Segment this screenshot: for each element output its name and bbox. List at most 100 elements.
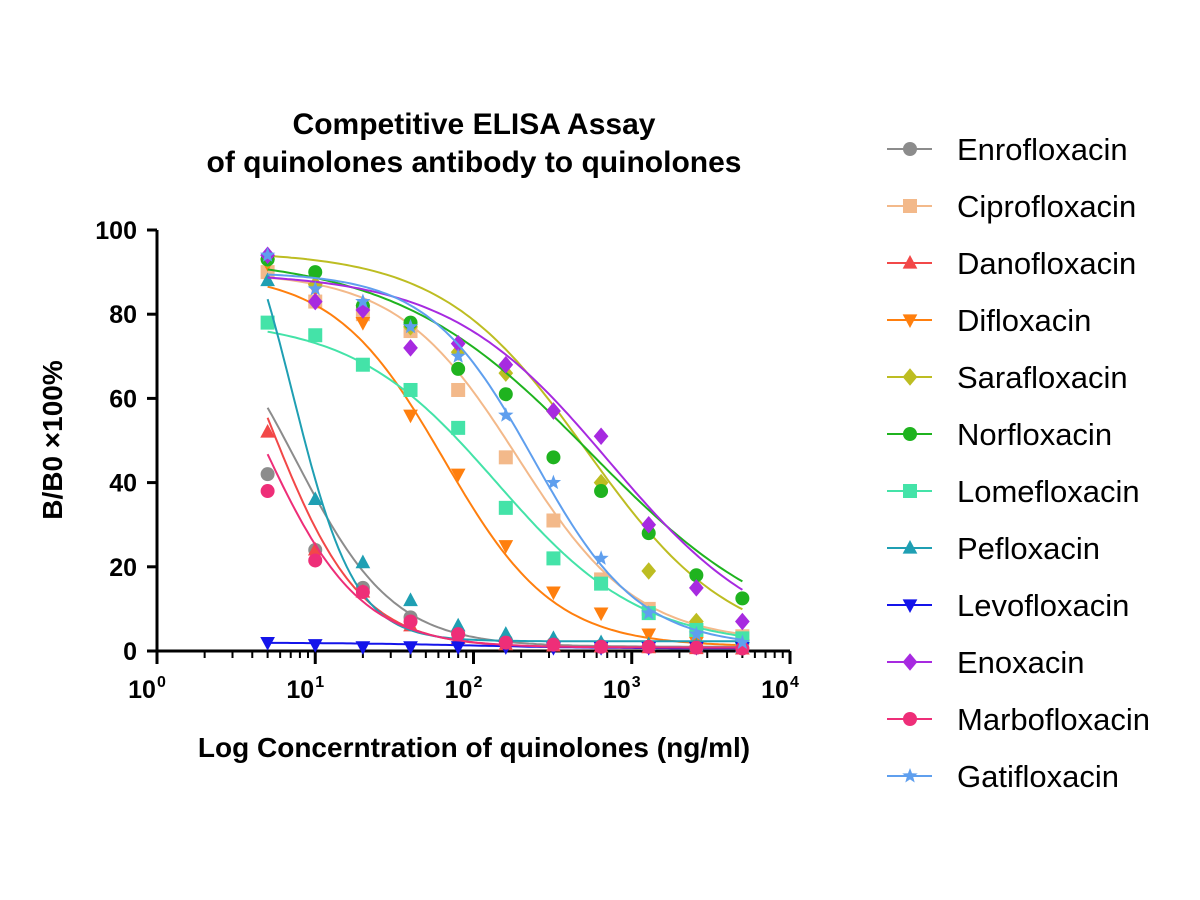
y-tick-label: 0 (123, 638, 137, 666)
legend-item-danofloxacin: Danofloxacin (887, 246, 1136, 281)
legend-item-sarafloxacin: Sarafloxacin (887, 360, 1128, 395)
legend-label-enrofloxacin: Enrofloxacin (957, 132, 1128, 167)
data-point-difloxacin (450, 468, 466, 483)
data-point-difloxacin (498, 540, 514, 554)
data-point-enoxacin (593, 427, 609, 446)
x-tick-label: 104 (761, 674, 799, 704)
data-point-pefloxacin (498, 626, 514, 640)
data-point-gatifloxacin (641, 605, 657, 620)
data-point-pefloxacin (307, 491, 323, 506)
legend-marker-enoxacin (902, 653, 918, 671)
y-tick-label: 80 (109, 301, 137, 329)
data-point-levofloxacin (403, 641, 418, 655)
series-lomefloxacin (260, 315, 750, 646)
data-point-gatifloxacin (260, 247, 276, 262)
legend-marker-danofloxacin (902, 254, 918, 269)
legend-label-gatifloxacin: Gatifloxacin (957, 759, 1119, 794)
data-point-ciprofloxacin (498, 450, 513, 465)
x-tick-label: 101 (286, 674, 324, 704)
legend-marker-norfloxacin (903, 427, 917, 441)
data-point-enoxacin (498, 355, 514, 374)
legend-item-enoxacin: Enoxacin (887, 645, 1085, 680)
data-point-marbofloxacin (403, 614, 418, 629)
data-point-marbofloxacin (355, 585, 370, 600)
data-point-norfloxacin (308, 265, 323, 280)
legend-item-ciprofloxacin: Ciprofloxacin (887, 189, 1136, 224)
chart-title-line-2: of quinolones antibody to quinolones (207, 146, 742, 179)
legend-marker-difloxacin (902, 314, 918, 329)
y-tick-label: 100 (95, 217, 137, 245)
fit-curve-difloxacin (267, 285, 743, 647)
data-point-danofloxacin (260, 424, 275, 438)
legend-label-danofloxacin: Danofloxacin (957, 246, 1136, 281)
chart-title-line-1: Competitive ELISA Assay (293, 108, 656, 141)
data-point-norfloxacin (546, 450, 561, 465)
legend-marker-sarafloxacin (902, 368, 918, 386)
fit-curve-sarafloxacin (267, 254, 743, 611)
data-point-marbofloxacin (498, 635, 513, 650)
legend-item-enrofloxacin: Enrofloxacin (887, 132, 1128, 167)
data-point-marbofloxacin (308, 553, 323, 568)
data-point-sarafloxacin (641, 562, 657, 580)
data-point-norfloxacin (735, 591, 750, 606)
data-point-gatifloxacin (545, 474, 562, 490)
data-point-marbofloxacin (546, 637, 561, 652)
data-point-lomefloxacin (594, 576, 609, 591)
data-point-gatifloxacin (355, 293, 371, 309)
legend-item-marbofloxacin: Marbofloxacin (887, 702, 1150, 737)
y-tick-label: 40 (109, 470, 137, 498)
data-point-difloxacin (593, 607, 609, 622)
data-point-difloxacin (546, 586, 561, 601)
data-point-difloxacin (641, 628, 657, 643)
data-point-gatifloxacin (307, 280, 323, 296)
data-point-enoxacin (689, 579, 704, 597)
legend-marker-pefloxacin (902, 539, 918, 554)
data-point-norfloxacin (498, 387, 513, 402)
series-gatifloxacin (260, 247, 750, 650)
y-tick-label: 20 (109, 554, 137, 582)
data-point-enoxacin (307, 292, 323, 311)
data-point-pefloxacin (260, 272, 275, 287)
data-point-levofloxacin (450, 641, 466, 655)
data-point-difloxacin (355, 317, 371, 331)
legend-item-levofloxacin: Levofloxacin (887, 588, 1129, 623)
data-point-difloxacin (403, 409, 418, 424)
data-point-enoxacin (403, 339, 418, 357)
series-ciprofloxacin (260, 265, 750, 644)
data-point-levofloxacin (355, 641, 371, 655)
y-axis-title: B/B0 ×100% (37, 360, 68, 520)
legend-label-difloxacin: Difloxacin (957, 303, 1091, 338)
data-point-lomefloxacin (260, 315, 275, 330)
data-point-levofloxacin (260, 636, 275, 651)
data-point-gatifloxacin (734, 634, 750, 650)
data-point-pefloxacin (450, 617, 466, 632)
legend-label-sarafloxacin: Sarafloxacin (957, 360, 1128, 395)
y-tick-label: 60 (109, 385, 137, 413)
legend-item-norfloxacin: Norfloxacin (887, 417, 1112, 452)
data-point-gatifloxacin (498, 407, 514, 422)
data-point-marbofloxacin (689, 640, 704, 655)
legend-label-enoxacin: Enoxacin (957, 645, 1085, 680)
legend-item-difloxacin: Difloxacin (887, 303, 1091, 338)
x-tick-label: 103 (603, 674, 641, 704)
legend-label-levofloxacin: Levofloxacin (957, 588, 1129, 623)
data-point-gatifloxacin (593, 550, 609, 565)
data-point-norfloxacin (594, 484, 609, 499)
legend-marker-marbofloxacin (903, 712, 917, 726)
legend-item-gatifloxacin: Gatifloxacin (887, 759, 1119, 794)
data-point-enoxacin (546, 402, 561, 420)
data-point-enoxacin (735, 612, 750, 631)
data-point-enrofloxacin (260, 467, 275, 482)
legend-marker-ciprofloxacin (903, 199, 917, 213)
data-point-gatifloxacin (402, 318, 419, 334)
data-point-gatifloxacin (450, 348, 466, 363)
legend-marker-lomefloxacin (903, 484, 917, 498)
fit-curve-ciprofloxacin (267, 276, 743, 636)
legend-label-ciprofloxacin: Ciprofloxacin (957, 189, 1136, 224)
data-point-pefloxacin (355, 554, 371, 569)
data-point-ciprofloxacin (546, 513, 561, 528)
data-point-lomefloxacin (403, 382, 418, 397)
data-point-lomefloxacin (546, 551, 561, 566)
data-point-gatifloxacin (688, 626, 704, 641)
